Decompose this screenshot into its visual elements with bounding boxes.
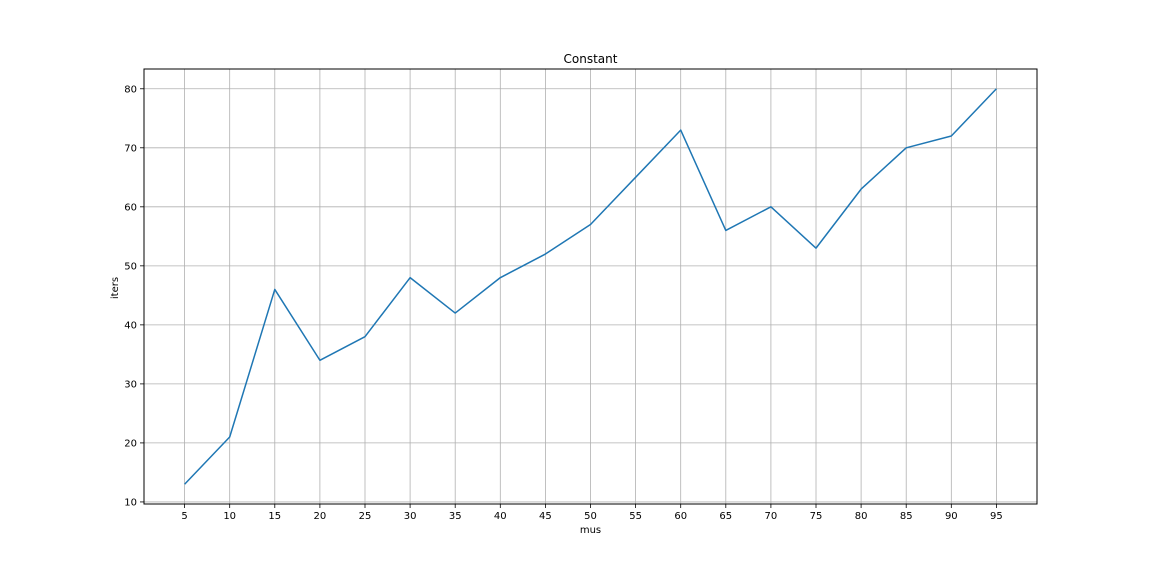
x-tick-label: 95 — [990, 511, 1003, 522]
data-point — [905, 146, 908, 149]
data-point — [860, 188, 863, 191]
data-point — [769, 205, 772, 208]
x-tick-label: 55 — [629, 511, 642, 522]
x-tick-label: 40 — [494, 511, 507, 522]
data-point — [815, 247, 818, 250]
x-tick-label: 15 — [268, 511, 281, 522]
y-tick-label: 40 — [124, 320, 137, 331]
series-layer — [183, 87, 998, 486]
grid — [144, 69, 1037, 504]
x-tick-label: 30 — [404, 511, 417, 522]
data-point — [724, 229, 727, 232]
x-tick-label: 50 — [584, 511, 597, 522]
data-point — [273, 288, 276, 291]
chart-title: Constant — [564, 52, 618, 66]
y-tick-label: 30 — [124, 379, 137, 390]
data-point — [228, 436, 231, 439]
x-tick-label: 20 — [314, 511, 327, 522]
y-tick-label: 10 — [124, 497, 137, 508]
x-tick-label: 35 — [449, 511, 462, 522]
x-tick-label: 65 — [719, 511, 732, 522]
data-point — [679, 129, 682, 132]
data-point — [183, 483, 186, 486]
y-tick-label: 60 — [124, 202, 137, 213]
data-point — [589, 223, 592, 226]
x-tick-label: 90 — [945, 511, 958, 522]
data-point — [634, 176, 637, 179]
x-tick-label: 75 — [810, 511, 823, 522]
x-tick-label: 70 — [765, 511, 778, 522]
data-point — [995, 87, 998, 90]
y-tick-label: 80 — [124, 84, 137, 95]
x-tick-label: 85 — [900, 511, 913, 522]
data-point — [950, 134, 953, 137]
x-tick-label: 80 — [855, 511, 868, 522]
data-point — [318, 359, 321, 362]
x-tick-label: 60 — [674, 511, 687, 522]
data-point — [544, 253, 547, 256]
data-point — [409, 276, 412, 279]
x-tick-label: 25 — [359, 511, 372, 522]
series-line — [184, 88, 997, 485]
data-point — [454, 312, 457, 315]
y-tick-label: 70 — [124, 143, 137, 154]
y-axis-label: iters — [110, 277, 121, 299]
x-axis: 5 10 15 20 25 30 35 40 45 50 55 60 65 70 75 80 85 90 95 — [181, 504, 1003, 522]
x-tick-label: 10 — [223, 511, 236, 522]
y-tick-label: 20 — [124, 438, 137, 449]
y-axis: 10 20 30 40 50 60 70 80 — [124, 84, 144, 508]
data-point — [499, 276, 502, 279]
data-point — [363, 335, 366, 338]
x-tick-label: 45 — [539, 511, 552, 522]
x-tick-label: 5 — [181, 511, 187, 522]
y-tick-label: 50 — [124, 261, 137, 272]
x-axis-label: mus — [580, 525, 601, 536]
